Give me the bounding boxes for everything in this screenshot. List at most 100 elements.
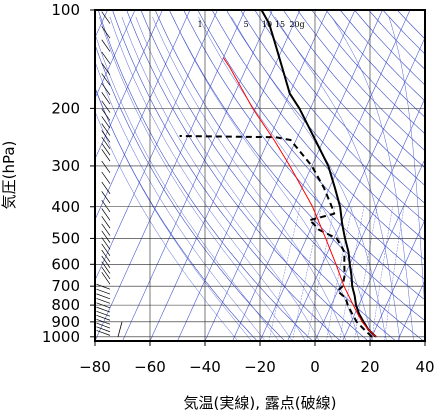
isotherm-line [287, 36, 425, 341]
y-tick-label: 300 [51, 157, 80, 175]
moist-adiabat-line [331, 16, 414, 341]
y-axis-title: 気圧(hPa) [0, 141, 18, 210]
wind-barb [101, 230, 111, 243]
wind-barb [96, 298, 111, 304]
wind-barb [101, 62, 111, 76]
wind-barb [96, 283, 111, 290]
wind-barb [96, 288, 111, 295]
dry-adiabat-line [226, 10, 425, 242]
dry-adiabat-line [382, 10, 425, 55]
y-tick-label: 1000 [42, 328, 80, 346]
wind-barb [101, 266, 111, 280]
moist-adiabat-line [135, 16, 333, 341]
mixing-ratio-labels: 1 5 10 15 20g [197, 20, 304, 29]
wind-barb [96, 293, 111, 300]
dry-adiabat-line [197, 10, 425, 281]
wind-barb [101, 39, 111, 52]
wind-barb [101, 237, 111, 250]
wind-barb [101, 208, 111, 221]
moist-adiabat-line [152, 16, 347, 341]
isotherm-line [232, 10, 383, 341]
isotherm-line [95, 10, 246, 341]
y-tick-label: 100 [51, 1, 80, 19]
temperature-profile-line [260, 10, 377, 338]
wind-barb [96, 330, 111, 336]
dry-adiabat-line [140, 10, 396, 341]
wind-barb [101, 116, 111, 129]
moist-adiabat-line [198, 16, 374, 341]
isotherm-line [369, 218, 425, 341]
wind-barb [101, 136, 111, 150]
dry-adiabat-line [354, 10, 425, 86]
wind-barb [101, 11, 111, 24]
y-tick-label: 800 [51, 296, 80, 314]
moist-adiabat-line [99, 16, 293, 341]
y-tick-label: 900 [51, 313, 80, 331]
x-axis-title: 気温(実線), 露点(破線) [184, 394, 337, 412]
mixing-ratio-line [268, 206, 301, 341]
wind-barb [101, 191, 111, 204]
moist-adiabat-line [95, 32, 280, 341]
isotherm-line [177, 10, 328, 341]
y-tick-label: 700 [51, 277, 80, 295]
dry-adiabat-line [396, 10, 425, 40]
isotherm-line [342, 158, 425, 341]
wind-barb [101, 181, 111, 194]
y-tick-label: 600 [51, 255, 80, 273]
mixing-ratio-label: 20g [289, 20, 304, 29]
x-tick-label: −40 [189, 358, 221, 376]
mixing-ratio-label: 5 [243, 20, 248, 29]
mixing-ratio-label: 1 [197, 20, 202, 29]
dry-adiabat-line [254, 10, 425, 204]
dry-adiabat-line [282, 10, 425, 169]
moist-adiabat-line [109, 16, 307, 341]
x-tick-label: −60 [134, 358, 166, 376]
dry-adiabat-line [154, 10, 424, 341]
mixing-ratio-line [371, 206, 393, 341]
moist-adiabat-line [95, 86, 252, 341]
wind-barb [101, 100, 111, 113]
wind-barb [96, 315, 111, 321]
isotherm-line [95, 10, 163, 160]
isotherm-line [424, 340, 425, 341]
mixing-ratio-line [306, 206, 335, 341]
wind-barb [101, 123, 111, 136]
y-tick-label: 400 [51, 198, 80, 216]
thermodynamic-background-lines [95, 10, 425, 341]
wind-barb [101, 26, 111, 39]
isotherm-line [95, 10, 136, 99]
wind-barb [101, 92, 111, 105]
isotherm-line [149, 10, 301, 341]
moist-adiabat-line [172, 16, 360, 341]
x-tick-label: −20 [244, 358, 276, 376]
wind-barb [96, 302, 111, 309]
dry-adiabat-line [183, 10, 425, 301]
wind-barb [96, 310, 111, 317]
dry-adiabat-line [211, 10, 425, 261]
wind-barb [96, 318, 111, 325]
moist-adiabat-line [121, 16, 320, 341]
wind-barbs [96, 11, 123, 337]
mixing-ratio-line [384, 206, 405, 341]
wind-barb [101, 199, 111, 213]
wind-barb [101, 223, 111, 236]
isotherm-line [204, 10, 356, 341]
dry-adiabat-line [97, 10, 313, 341]
x-tick-label: 0 [310, 358, 320, 376]
dry-adiabat-line [112, 10, 341, 341]
moist-adiabat-line [95, 110, 239, 341]
x-tick-label: 40 [415, 358, 434, 376]
mixing-ratio-label: 15 [275, 20, 285, 29]
isotherm-line [397, 279, 425, 341]
x-axis-ticks: −80 −60 −40 −20 0 20 40 [79, 341, 435, 376]
wind-barb [101, 272, 111, 285]
wind-barb-staff [117, 321, 123, 337]
mixing-ratio-label: 10 [262, 20, 272, 29]
profile-lines [179, 10, 377, 338]
dry-adiabat-line [240, 10, 425, 223]
wind-barb [96, 322, 111, 329]
y-tick-label: 200 [51, 99, 80, 117]
wind-barb [101, 130, 111, 143]
